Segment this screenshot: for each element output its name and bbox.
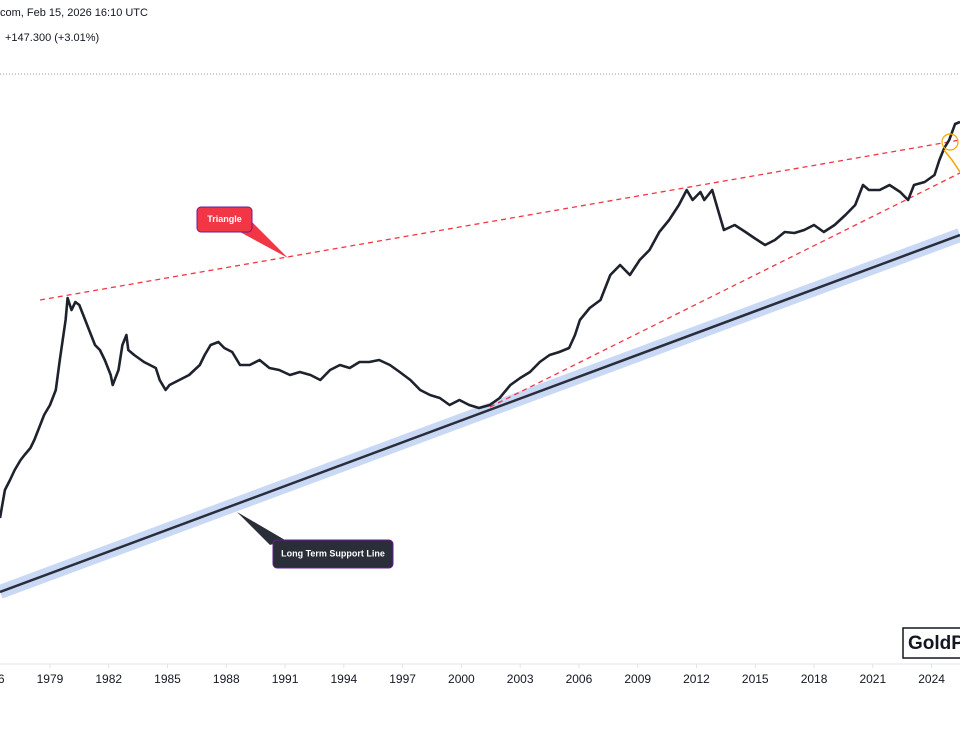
watermark-box <box>902 627 960 659</box>
x-tick-label: 2018 <box>801 672 828 686</box>
x-tick-label: 2015 <box>742 672 769 686</box>
x-tick-label: 1985 <box>154 672 181 686</box>
x-tick-label: 2000 <box>448 672 475 686</box>
x-tick-label: 1994 <box>330 672 357 686</box>
triangle-lower <box>489 172 960 408</box>
x-tick-label: 2021 <box>859 672 886 686</box>
watermark: GoldP <box>908 633 960 654</box>
x-tick-label: 2003 <box>507 672 534 686</box>
support-line <box>0 233 960 594</box>
x-tick-label: 1991 <box>272 672 299 686</box>
support-label: Long Term Support Line <box>281 548 385 558</box>
x-tick-label: 1979 <box>37 672 64 686</box>
x-tick-label: 2012 <box>683 672 710 686</box>
price-line <box>0 120 960 519</box>
x-tick-label: 1988 <box>213 672 240 686</box>
x-tick-label: 2009 <box>624 672 651 686</box>
highlight-circle <box>941 133 959 151</box>
triangle-upper <box>39 139 960 301</box>
triangle-label: Triangle <box>207 214 242 224</box>
triangle-callout <box>196 206 253 233</box>
support-pointer <box>237 512 285 545</box>
x-tick-label: 1976 <box>0 672 5 686</box>
projection <box>943 149 960 173</box>
triangle-pointer <box>240 222 288 258</box>
x-tick-label: 1997 <box>389 672 416 686</box>
x-tick-label: 2006 <box>566 672 593 686</box>
support-callout <box>272 539 394 569</box>
plot <box>0 120 960 519</box>
x-tick-label: 1982 <box>95 672 122 686</box>
change: +147.300 (+3.01%) <box>5 32 99 44</box>
header: com, Feb 15, 2026 16:10 UTC <box>0 7 148 19</box>
x-tick-label: 2024 <box>918 672 945 686</box>
